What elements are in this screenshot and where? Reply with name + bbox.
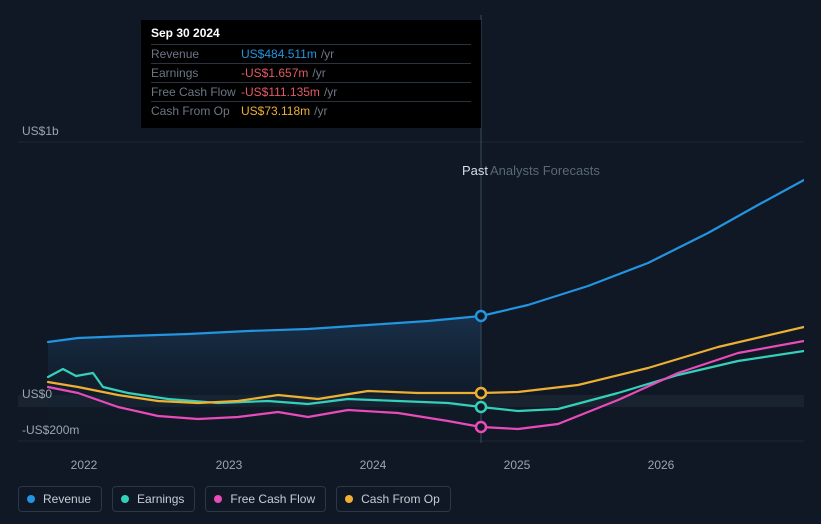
- legend-dot-icon: [27, 495, 35, 503]
- x-axis-tick-label: 2025: [504, 458, 531, 472]
- y-axis-tick-label: -US$200m: [22, 423, 82, 437]
- tooltip-metric-label: Earnings: [151, 66, 241, 80]
- tooltip-metric-value: US$73.118m: [241, 104, 310, 118]
- y-axis-tick-label: US$1b: [22, 124, 82, 138]
- tooltip-metric-value: -US$1.657m: [241, 66, 308, 80]
- tooltip-metric-label: Cash From Op: [151, 104, 241, 118]
- chart-legend: Revenue Earnings Free Cash Flow Cash From O…: [18, 486, 451, 512]
- tooltip-metric-label: Revenue: [151, 47, 241, 61]
- chart-tooltip: Sep 30 2024 RevenueUS$484.511m/yrEarning…: [141, 20, 481, 128]
- tooltip-row: RevenueUS$484.511m/yr: [151, 44, 471, 63]
- tooltip-metric-unit: /yr: [312, 66, 325, 80]
- tooltip-metric-value: -US$111.135m: [241, 85, 320, 99]
- legend-label: Earnings: [137, 492, 184, 506]
- tooltip-row: Cash From OpUS$73.118m/yr: [151, 101, 471, 120]
- legend-item-revenue[interactable]: Revenue: [18, 486, 102, 512]
- x-axis-tick-label: 2023: [216, 458, 243, 472]
- legend-item-cash-from-op[interactable]: Cash From Op: [336, 486, 451, 512]
- y-axis-tick-label: US$0: [22, 387, 82, 401]
- financial-chart: US$1b US$0 -US$200m 2022 2023 2024 2025 2026 P…: [18, 15, 804, 475]
- legend-dot-icon: [345, 495, 353, 503]
- legend-label: Free Cash Flow: [230, 492, 315, 506]
- x-axis-tick-label: 2022: [71, 458, 98, 472]
- tooltip-metric-label: Free Cash Flow: [151, 85, 241, 99]
- tooltip-date: Sep 30 2024: [151, 26, 471, 44]
- tooltip-metric-unit: /yr: [314, 104, 327, 118]
- legend-dot-icon: [214, 495, 222, 503]
- x-axis-tick-label: 2024: [360, 458, 387, 472]
- tooltip-row: Earnings-US$1.657m/yr: [151, 63, 471, 82]
- legend-dot-icon: [121, 495, 129, 503]
- legend-item-earnings[interactable]: Earnings: [112, 486, 195, 512]
- tooltip-metric-value: US$484.511m: [241, 47, 317, 61]
- past-section-label: Past: [462, 163, 488, 178]
- tooltip-row: Free Cash Flow-US$111.135m/yr: [151, 82, 471, 101]
- forecast-section-label: Analysts Forecasts: [490, 163, 600, 178]
- x-axis-tick-label: 2026: [648, 458, 675, 472]
- legend-item-free-cash-flow[interactable]: Free Cash Flow: [205, 486, 326, 512]
- tooltip-metric-unit: /yr: [324, 85, 337, 99]
- legend-label: Revenue: [43, 492, 91, 506]
- tooltip-metric-unit: /yr: [321, 47, 334, 61]
- legend-label: Cash From Op: [361, 492, 440, 506]
